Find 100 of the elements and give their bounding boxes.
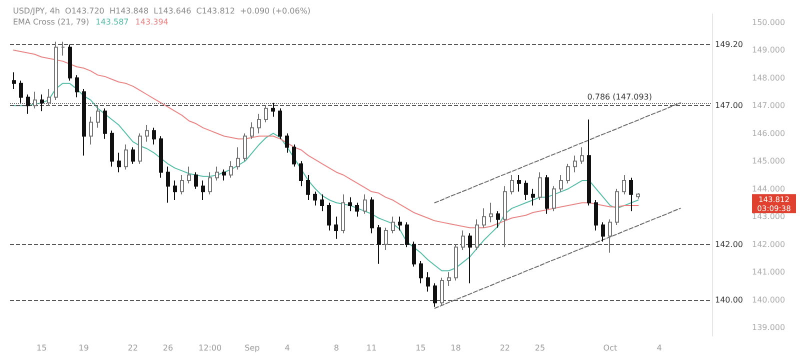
candlestick <box>510 174 514 195</box>
candlestick <box>531 188 535 206</box>
candlestick <box>587 118 591 206</box>
candlestick <box>96 105 100 128</box>
x-tick-label: 25 <box>534 344 546 352</box>
candlestick <box>629 177 633 212</box>
candlestick <box>299 160 303 187</box>
candlestick <box>454 244 458 281</box>
candlestick <box>559 174 563 192</box>
x-tick-label: Oct <box>603 344 618 352</box>
candlestick <box>348 196 352 212</box>
y-tick-label: 139.000 <box>752 323 786 332</box>
candlestick <box>215 166 219 182</box>
candlestick <box>377 224 381 264</box>
candlestick <box>384 227 388 250</box>
candlestick <box>75 74 79 98</box>
candlestick <box>636 192 640 200</box>
x-tick-label: 18 <box>450 344 461 352</box>
y-tick-label: 147.000 <box>752 101 786 110</box>
candlestick <box>419 260 423 284</box>
candlestick <box>264 105 268 123</box>
candlestick <box>573 155 577 173</box>
candlestick <box>117 152 121 173</box>
candlestick <box>552 186 556 212</box>
candlestick <box>82 88 86 156</box>
ref-line-label: 142.00 <box>715 240 743 249</box>
candlestick <box>173 180 177 200</box>
y-tick-label: 141.000 <box>752 268 786 277</box>
candlestick <box>54 41 58 101</box>
candlestick <box>138 132 142 164</box>
candlestick <box>292 144 296 168</box>
annotation: 143.587 <box>96 18 129 26</box>
candlestick <box>391 216 395 234</box>
y-tick-label: 144.000 <box>752 184 786 194</box>
candlestick <box>124 144 128 170</box>
legend-title: EMA Cross (21, 79) <box>13 18 90 26</box>
candlestick <box>496 210 500 228</box>
y-tick-label: 149.000 <box>752 46 786 55</box>
candlestick <box>250 122 254 140</box>
x-tick-label: 26 <box>162 344 174 352</box>
candlestick <box>152 127 156 145</box>
candlestick <box>236 146 240 170</box>
candlestick <box>222 168 226 182</box>
candlestick <box>341 194 345 234</box>
candlestick <box>313 191 317 206</box>
ref-line-label: 147.00 <box>715 101 743 110</box>
candlestick <box>320 194 324 212</box>
candlestick <box>580 146 584 164</box>
x-tick-label: Sep <box>244 344 260 352</box>
candlestick <box>475 218 479 250</box>
candlestick <box>412 241 416 268</box>
ref-line-label: 140.00 <box>715 295 743 304</box>
candlestick <box>103 108 107 140</box>
candlestick <box>545 174 549 214</box>
x-tick-label: 12:00 <box>198 344 222 352</box>
candlestick <box>433 282 437 308</box>
candlestick <box>26 94 30 114</box>
y-tick-label: 148.000 <box>752 73 786 82</box>
candlestick <box>12 72 16 90</box>
candlestick <box>208 172 212 195</box>
line-series <box>434 208 681 309</box>
x-tick-label: 22 <box>500 344 510 352</box>
x-tick-label: 4 <box>656 344 662 352</box>
y-tick-label: 140.000 <box>752 295 786 304</box>
candlestick <box>68 44 72 82</box>
candlestick <box>257 113 261 134</box>
candlestick <box>615 188 619 226</box>
candlestick <box>426 272 430 292</box>
annotation: 143.394 <box>135 18 168 26</box>
candlestick <box>517 174 521 192</box>
y-tick-label: 145.000 <box>752 156 786 166</box>
candlestick <box>89 116 93 145</box>
candlestick <box>166 166 170 204</box>
candlestick <box>145 124 149 142</box>
candlestick <box>355 202 359 218</box>
y-tick-label: 150.000 <box>752 18 786 27</box>
candlestick <box>398 216 402 232</box>
candlestick <box>594 199 598 232</box>
x-tick-label: 19 <box>78 344 89 352</box>
candlestick <box>159 136 163 178</box>
candlestick <box>440 277 444 306</box>
candlestick <box>131 146 135 164</box>
x-tick-label: 15 <box>416 344 426 352</box>
candlestick <box>566 163 570 184</box>
candlestick <box>608 218 612 254</box>
candlestick <box>405 222 409 248</box>
candlestick <box>110 130 114 168</box>
x-tick-label: 15 <box>36 344 47 352</box>
candlestick <box>468 232 472 284</box>
candlestick <box>363 194 367 214</box>
candlestick <box>229 160 233 178</box>
candlestick <box>180 174 184 195</box>
candlestick <box>461 230 465 250</box>
candlestick <box>306 174 310 200</box>
candlestick <box>243 132 247 162</box>
candlestick <box>271 102 275 118</box>
chart-title: USD/JPY, 4h O143.720 H143.848 L143.646 C143.812 +0.090 (+0.06%) <box>13 6 311 16</box>
candlestick <box>503 186 507 248</box>
candlestick <box>524 180 528 200</box>
candlestick <box>61 41 65 56</box>
